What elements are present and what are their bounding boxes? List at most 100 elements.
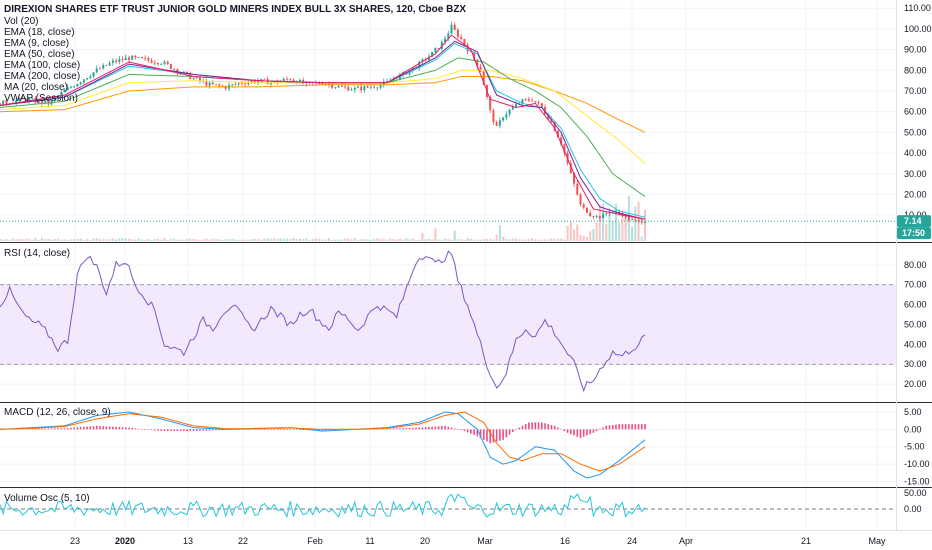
macd-hist-bar-170 bbox=[547, 424, 550, 430]
candle-body-19 bbox=[60, 92, 63, 96]
rsi-band bbox=[0, 284, 896, 365]
candle-body-172 bbox=[553, 121, 556, 131]
macd-hist-bar-27 bbox=[86, 426, 88, 430]
candle-body-9 bbox=[28, 98, 31, 102]
volume-bar-42 bbox=[134, 239, 137, 241]
macd-hist-bar-74 bbox=[237, 429, 240, 430]
volume-bar-184 bbox=[592, 229, 595, 241]
volume-bar-129 bbox=[415, 239, 418, 241]
candle-body-13 bbox=[40, 100, 43, 104]
macd-hist-bar-61 bbox=[195, 429, 198, 431]
macd-hist-bar-168 bbox=[541, 422, 543, 430]
macd-hist-bar-172 bbox=[553, 425, 556, 430]
volume-bar-66 bbox=[211, 238, 214, 241]
macd-hist-bar-165 bbox=[531, 422, 533, 430]
candle-body-49 bbox=[157, 63, 160, 65]
candle-body-46 bbox=[147, 58, 150, 61]
candle-body-183 bbox=[589, 212, 592, 217]
candle-body-108 bbox=[347, 87, 350, 91]
volume-bar-196 bbox=[631, 226, 634, 241]
candle-body-120 bbox=[386, 81, 388, 82]
macd-hist-bar-57 bbox=[183, 429, 185, 432]
volume-bar-136 bbox=[437, 239, 440, 241]
volume-bar-11 bbox=[34, 238, 37, 241]
macd-hist-bar-42 bbox=[134, 428, 137, 430]
volume-bar-107 bbox=[344, 238, 347, 241]
volume-bar-9 bbox=[28, 238, 31, 241]
volume-bar-105 bbox=[337, 239, 340, 241]
volume-bar-142 bbox=[456, 239, 459, 241]
macd-hist-bar-65 bbox=[208, 429, 211, 431]
macd-hist-bar-90 bbox=[289, 429, 292, 430]
candle-body-26 bbox=[82, 79, 85, 83]
macd-hist-bar-129 bbox=[415, 427, 417, 430]
volume-osc-tick-0: 50.00 bbox=[904, 488, 927, 498]
macd-hist-bar-72 bbox=[231, 429, 233, 430]
macd-label[interactable]: MACD (12, 26, close, 9) bbox=[4, 407, 111, 418]
volume-bar-67 bbox=[215, 239, 218, 241]
macd-hist-bar-25 bbox=[79, 427, 82, 430]
macd-hist-bar-84 bbox=[270, 429, 272, 430]
macd-hist-bar-127 bbox=[408, 427, 411, 430]
volume-bar-56 bbox=[179, 239, 182, 241]
macd-hist-bar-124 bbox=[399, 428, 401, 430]
volume-bar-159 bbox=[511, 238, 514, 241]
legend-item-2: EMA (9, close) bbox=[4, 38, 69, 49]
candle-body-83 bbox=[266, 79, 269, 85]
candle-body-137 bbox=[440, 42, 443, 49]
macd-hist-bar-176 bbox=[566, 429, 569, 433]
candle-body-100 bbox=[321, 83, 324, 85]
ema200-line bbox=[0, 76, 646, 133]
candle-body-75 bbox=[240, 83, 243, 85]
legend-item-0: Vol (20) bbox=[4, 16, 38, 27]
candle-body-154 bbox=[495, 121, 498, 126]
candle-body-112 bbox=[360, 86, 363, 91]
macd-hist-bar-91 bbox=[292, 429, 295, 430]
macd-hist-bar-136 bbox=[437, 426, 440, 430]
price-axis[interactable]: 110.00 100.00 90.00 80.00 70.00 60.00 50.00 40.… bbox=[904, 3, 932, 514]
volume-bar-75 bbox=[240, 239, 243, 241]
macd-hist-bar-158 bbox=[508, 429, 511, 435]
candle-body-73 bbox=[234, 84, 237, 86]
indicator-legend[interactable]: Vol (20)EMA (18, close)EMA (9, close)EMA… bbox=[4, 16, 80, 104]
volume-osc-label[interactable]: Volume Osc (5, 10) bbox=[4, 493, 90, 504]
macd-hist-bar-44 bbox=[141, 429, 143, 430]
macd-hist-bar-122 bbox=[392, 428, 395, 430]
candle-body-187 bbox=[602, 214, 605, 219]
macd-hist-bar-128 bbox=[412, 427, 414, 430]
macd-hist-bar-156 bbox=[502, 429, 504, 440]
volume-bar-114 bbox=[366, 239, 369, 241]
time-axis[interactable]: 23 2020 13 22 Feb 11 20 Mar 16 24 Apr 21 May bbox=[70, 536, 886, 546]
candle-body-150 bbox=[482, 71, 485, 86]
candle-body-87 bbox=[279, 81, 282, 83]
volume-bar-104 bbox=[334, 239, 337, 241]
volume-bar-58 bbox=[186, 238, 189, 241]
macd-hist-bar-147 bbox=[473, 429, 475, 435]
volume-bar-49 bbox=[157, 238, 160, 241]
rsi-tick-5: 30.00 bbox=[904, 359, 927, 369]
panel-separators[interactable] bbox=[0, 0, 932, 531]
macd-hist-bar-191 bbox=[615, 424, 617, 430]
volume-bar-151 bbox=[485, 239, 488, 241]
candle-body-37 bbox=[118, 59, 121, 62]
rsi-tick-6: 20.00 bbox=[904, 379, 927, 389]
candle-body-166 bbox=[534, 101, 537, 103]
macd-hist-bar-43 bbox=[137, 428, 140, 430]
volume-bar-118 bbox=[379, 239, 382, 241]
candle-body-68 bbox=[218, 84, 221, 86]
macd-hist-bar-116 bbox=[373, 429, 375, 430]
candle-body-29 bbox=[92, 72, 95, 77]
volume-bar-44 bbox=[140, 239, 143, 241]
volume-bar-187 bbox=[602, 203, 605, 241]
rsi-label[interactable]: RSI (14, close) bbox=[4, 248, 70, 259]
candle-body-173 bbox=[556, 130, 559, 138]
legend-item-1: EMA (18, close) bbox=[4, 27, 75, 38]
volume-bar-46 bbox=[147, 238, 150, 241]
volume-bar-54 bbox=[173, 238, 176, 241]
candle-body-81 bbox=[260, 78, 263, 81]
macd-hist-bar-120 bbox=[386, 428, 388, 430]
candle-body-76 bbox=[244, 83, 247, 85]
candle-body-77 bbox=[247, 82, 250, 85]
macd-hist-bar-50 bbox=[160, 429, 163, 432]
